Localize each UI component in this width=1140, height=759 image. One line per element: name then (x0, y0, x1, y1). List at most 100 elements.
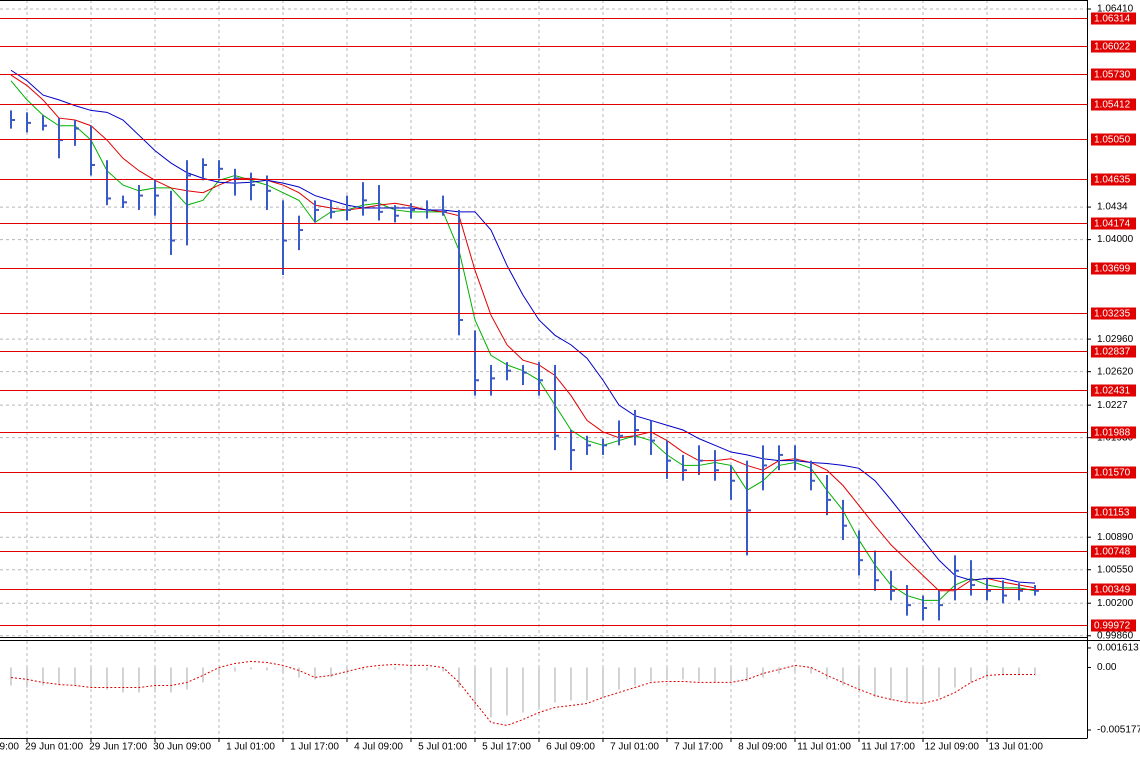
level-label: 1.00748 (1094, 547, 1131, 558)
y-tick-label: 1.0434 (1097, 202, 1128, 213)
x-tick-label: 30 Jun 09:00 (153, 742, 211, 753)
histogram-bar (10, 667, 12, 686)
level-label: 1.01570 (1094, 468, 1131, 479)
x-tick-label: 13 Jul 01:00 (989, 742, 1044, 753)
histogram-bar (250, 667, 252, 670)
level-label: 1.06314 (1094, 14, 1131, 25)
histogram-bar (970, 667, 972, 683)
x-tick-label: 6 Jul 09:00 (546, 742, 595, 753)
y-tick-label: 1.04000 (1097, 234, 1134, 245)
histogram-bar (442, 667, 444, 672)
histogram-bar (490, 667, 492, 718)
histogram-bar (282, 667, 284, 674)
histogram-bar (906, 667, 908, 703)
histogram-bar (1018, 667, 1020, 676)
x-tick-label: 12 Jul 09:00 (925, 742, 980, 753)
histogram-bar (522, 667, 524, 713)
histogram-bar (266, 667, 268, 671)
histogram-bar (58, 667, 60, 686)
histogram-bar (394, 667, 396, 670)
level-label: 1.06022 (1094, 42, 1131, 53)
histogram-bar (586, 667, 588, 701)
histogram-bar (938, 667, 940, 698)
histogram-bar (122, 667, 124, 693)
x-tick-label: 29 Jun 17:00 (89, 742, 147, 753)
level-label: 1.05412 (1094, 100, 1131, 111)
x-tick-label: 11 Jul 17:00 (861, 742, 915, 753)
x-tick-label: 1 Jul 01:00 (226, 742, 275, 753)
level-label-box (1091, 40, 1136, 53)
level-label-box (1091, 345, 1136, 358)
level-label-box (1091, 583, 1136, 596)
histogram-bar (138, 667, 140, 693)
level-label-box (1091, 307, 1136, 320)
x-tick-label: 5 Jul 01:00 (418, 742, 467, 753)
x-tick-label: 9:00 (0, 742, 19, 753)
level-label: 1.03235 (1094, 309, 1131, 320)
histogram-bar (314, 667, 316, 680)
histogram-bar (458, 667, 460, 688)
x-tick-label: 5 Jul 17:00 (482, 742, 531, 753)
x-tick-label: 4 Jul 09:00 (354, 742, 403, 753)
level-label-box (1091, 133, 1136, 146)
histogram-bar (570, 667, 572, 701)
level-label-box (1091, 384, 1136, 397)
level-label-box (1091, 545, 1136, 558)
grid-layer (0, 0, 1087, 738)
x-tick-label: 29 Jun 01:00 (25, 742, 83, 753)
level-label-box (1091, 466, 1136, 479)
level-label: 1.04635 (1094, 175, 1131, 186)
histogram-bar (42, 667, 44, 686)
moving-average (10, 74, 1036, 592)
histogram-bar (778, 667, 780, 674)
level-label: 1.05730 (1094, 70, 1131, 81)
y-tick-label: -0.005177 (1097, 725, 1140, 736)
histogram-bar (234, 667, 236, 672)
histogram-bar (506, 667, 508, 716)
level-label-box (1091, 619, 1136, 632)
level-label: 1.01988 (1094, 428, 1131, 439)
histogram-bar (650, 667, 652, 682)
histogram-bar (1002, 667, 1004, 676)
y-tick-label: 1.02620 (1097, 366, 1134, 377)
histogram-bar (730, 667, 732, 682)
level-label: 0.99972 (1094, 621, 1131, 632)
x-tick-label: 7 Jul 17:00 (674, 742, 723, 753)
histogram-bar (170, 667, 172, 693)
histogram-bar (186, 667, 188, 690)
histogram-bar (90, 667, 92, 688)
histogram-bar (602, 667, 604, 698)
level-label-box (1091, 173, 1136, 186)
histogram-bar (346, 667, 348, 674)
y-tick-label: 1.00550 (1097, 564, 1134, 575)
price-panel (0, 18, 1087, 626)
y-tick-label: 1.00890 (1097, 532, 1134, 543)
histogram-bar (106, 667, 108, 690)
level-label-box (1091, 426, 1136, 439)
histogram-bar (554, 667, 556, 703)
histogram-bar (74, 667, 76, 686)
level-label-box (1091, 217, 1136, 230)
histogram-bar (538, 667, 540, 708)
y-tick-label: 1.0227 (1097, 400, 1128, 411)
y-tick-label: 1.06410 (1097, 4, 1134, 15)
level-label: 1.03699 (1094, 264, 1131, 275)
y-tick-label: 0.001613 (1097, 643, 1139, 654)
indicator-panel (10, 660, 1036, 726)
level-label-box (1091, 68, 1136, 81)
histogram-bar (842, 667, 844, 686)
level-label-box (1091, 506, 1136, 519)
histogram-bar (634, 667, 636, 686)
histogram-bar (410, 667, 412, 671)
x-tick-label: 7 Jul 01:00 (610, 742, 659, 753)
histogram-bar (682, 667, 684, 680)
histogram-bar (746, 667, 748, 682)
histogram-bar (474, 667, 476, 708)
histogram-bar (330, 667, 332, 678)
histogram-bar (954, 667, 956, 688)
histogram-bar (666, 667, 668, 680)
histogram-bar (26, 667, 28, 688)
histogram-bar (378, 667, 380, 670)
